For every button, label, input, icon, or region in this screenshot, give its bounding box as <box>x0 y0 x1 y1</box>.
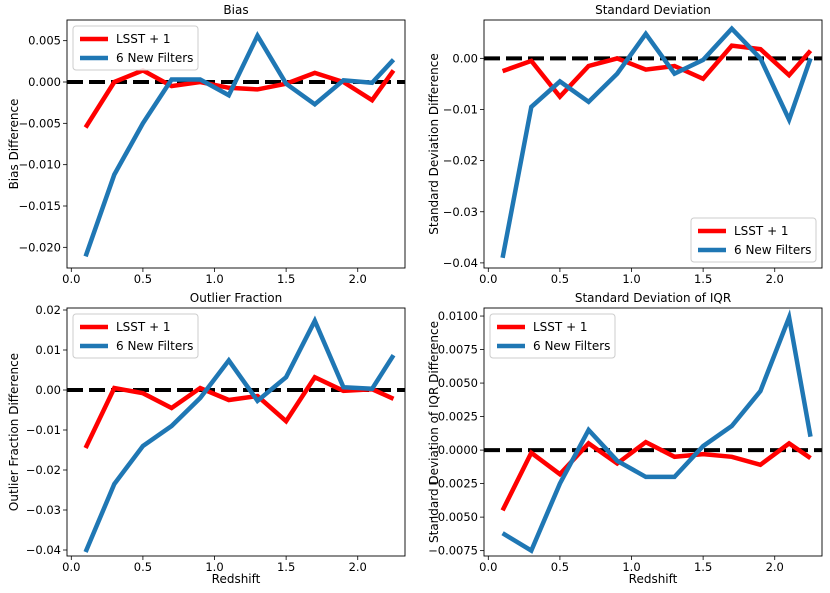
plot-area <box>67 315 405 553</box>
y-tick-label: −0.03 <box>26 503 61 517</box>
plot-area <box>67 30 405 258</box>
legend-label: 6 New Filters <box>533 339 610 353</box>
panel-3: Outlier Fraction Outlier Fraction Differe… <box>7 291 406 586</box>
y-tick-label: −0.03 <box>443 205 478 219</box>
legend: LSST + 1 6 New Filters <box>489 313 616 359</box>
series-line-lsst-plus-1 <box>500 439 812 512</box>
axes-frame <box>66 19 406 269</box>
y-axis-label: Standard Deviation of IQR Difference <box>427 321 441 543</box>
y-tick-label: 0.0050 <box>438 376 478 390</box>
axes-frame <box>66 307 406 557</box>
x-axis-label: Redshift <box>212 572 261 586</box>
y-axis-label: Outlier Fraction Difference <box>7 353 21 511</box>
legend-label: 6 New Filters <box>116 339 193 353</box>
series-line-lsst-plus-1 <box>501 43 813 101</box>
x-tick-label: 0.0 <box>479 560 497 574</box>
y-tick-label: 0.000 <box>28 75 61 89</box>
axes-frame <box>483 307 823 557</box>
legend: LSST + 1 6 New Filters <box>72 25 199 71</box>
series-line-six-new-filters <box>500 25 813 259</box>
x-tick-label: 1.0 <box>622 272 640 286</box>
y-axis-label: Standard Deviation Difference <box>427 53 441 234</box>
y-tick-label: −0.01 <box>443 102 478 116</box>
x-tick-label: 1.5 <box>277 272 295 286</box>
legend-label: 6 New Filters <box>734 243 811 257</box>
series-line-six-new-filters <box>83 30 396 258</box>
x-tick-label: 1.5 <box>277 560 295 574</box>
legend-label: LSST + 1 <box>116 32 171 46</box>
y-tick-label: −0.005 <box>18 116 61 130</box>
y-tick-label: 0.005 <box>28 34 61 48</box>
y-tick-label: −0.0050 <box>428 510 478 524</box>
x-tick-label: 0.5 <box>551 560 569 574</box>
x-tick-label: 2.0 <box>349 560 367 574</box>
x-tick-label: 0.5 <box>551 272 569 286</box>
x-tick-label: 1.5 <box>694 560 712 574</box>
panel-4: Standard Deviation of IQR Standard Deviat… <box>427 291 823 586</box>
y-tick-label: −0.02 <box>443 154 478 168</box>
y-tick-label: −0.0075 <box>428 544 478 558</box>
y-tick-label: −0.01 <box>26 423 61 437</box>
axes-frame <box>483 19 823 269</box>
plot-area <box>484 25 822 259</box>
x-tick-label: 1.5 <box>694 272 712 286</box>
series-line-six-new-filters <box>83 315 396 553</box>
y-tick-label: −0.02 <box>26 463 61 477</box>
legend: LSST + 1 6 New Filters <box>72 313 199 359</box>
x-tick-label: 1.0 <box>205 560 223 574</box>
plot-area <box>484 309 822 554</box>
legend-label: LSST + 1 <box>734 224 789 238</box>
x-tick-label: 0.5 <box>134 560 152 574</box>
series-line-lsst-plus-1 <box>83 67 396 129</box>
y-tick-label: 0.00 <box>35 383 61 397</box>
y-tick-label: 0.0025 <box>438 410 478 424</box>
y-tick-label: 0.0000 <box>438 443 478 457</box>
chart-title: Outlier Fraction <box>190 291 282 305</box>
x-tick-label: 2.0 <box>349 272 367 286</box>
chart-title: Standard Deviation <box>595 3 711 17</box>
x-axis-label: Redshift <box>629 572 678 586</box>
y-tick-label: −0.010 <box>18 158 61 172</box>
y-tick-label: 0.0100 <box>438 309 478 323</box>
x-tick-label: 0.5 <box>134 272 152 286</box>
legend: LSST + 1 6 New Filters <box>690 217 817 263</box>
panel-2: Standard Deviation Standard Deviation Dif… <box>427 3 823 286</box>
series-line-six-new-filters <box>501 309 813 554</box>
legend-label: LSST + 1 <box>116 320 171 334</box>
y-tick-label: −0.0025 <box>428 477 478 491</box>
x-tick-label: 2.0 <box>766 560 784 574</box>
x-tick-label: 1.0 <box>205 272 223 286</box>
y-axis-label: Bias Difference <box>7 99 21 190</box>
legend-label: LSST + 1 <box>533 320 588 334</box>
y-tick-label: −0.04 <box>443 256 478 270</box>
x-tick-label: 0.0 <box>62 272 80 286</box>
legend-label: 6 New Filters <box>116 51 193 65</box>
x-tick-label: 0.0 <box>62 560 80 574</box>
series-line-lsst-plus-1 <box>83 374 395 449</box>
chart-title: Standard Deviation of IQR <box>575 291 731 305</box>
x-tick-label: 1.0 <box>622 560 640 574</box>
y-tick-label: −0.015 <box>18 199 61 213</box>
y-tick-label: 0.00 <box>452 51 478 65</box>
panel-1: Bias Bias Difference 0.0 0.5 1.0 1.5 2.0 −0.020… <box>7 3 406 286</box>
y-tick-label: −0.04 <box>26 543 61 557</box>
y-tick-label: 0.0075 <box>438 343 478 357</box>
y-tick-label: 0.01 <box>35 343 61 357</box>
y-tick-label: −0.020 <box>18 240 61 254</box>
x-tick-label: 2.0 <box>766 272 784 286</box>
y-tick-label: 0.02 <box>35 303 61 317</box>
chart-title: Bias <box>223 3 248 17</box>
x-tick-label: 0.0 <box>479 272 497 286</box>
